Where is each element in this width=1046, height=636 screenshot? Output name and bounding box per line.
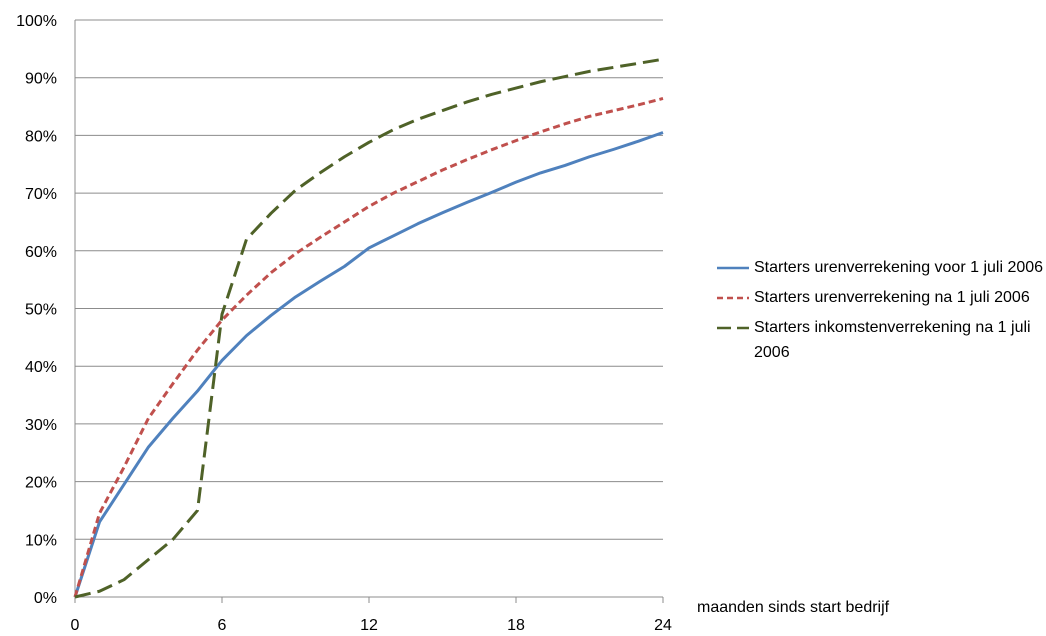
gridlines xyxy=(75,19,663,540)
tick-labels: 0% 10% 20% 30% 40% 50% 60% 70% 80% 90% 100% 0 6 12 18 2… xyxy=(16,13,672,634)
y-tick-label: 100% xyxy=(16,13,57,30)
x-tick-label: 6 xyxy=(218,617,227,634)
legend-label-series-3: Starters inkomstenverrekening na 1 juli … xyxy=(754,319,1031,361)
y-tick-label: 0% xyxy=(34,590,57,607)
y-tick-label: 30% xyxy=(25,417,57,434)
series-line-1 xyxy=(73,131,664,598)
y-tick-label: 70% xyxy=(25,186,57,203)
series-line-3 xyxy=(74,57,664,599)
legend: Starters urenverrekening voor 1 juli 200… xyxy=(716,255,1046,370)
y-tick-label: 40% xyxy=(25,359,57,376)
x-tick-label: 12 xyxy=(360,617,378,634)
legend-swatch-series-1 xyxy=(717,266,749,270)
y-tick-label: 50% xyxy=(25,302,57,319)
legend-label-series-1: Starters urenverrekening voor 1 juli 200… xyxy=(754,259,1044,276)
y-tick-label: 10% xyxy=(25,532,57,549)
y-tick-label: 20% xyxy=(25,475,57,492)
legend-item-series-2: Starters urenverrekening na 1 juli 2006 xyxy=(716,285,1046,310)
x-tick-label: 0 xyxy=(71,617,80,634)
series-line-2 xyxy=(73,97,664,598)
x-tick-label: 18 xyxy=(507,617,525,634)
x-tick-label: 24 xyxy=(654,617,672,634)
axes xyxy=(74,20,664,603)
y-tick-label: 90% xyxy=(25,71,57,88)
x-axis-label: maanden sinds start bedrijf xyxy=(697,599,890,616)
legend-item-series-3: Starters inkomstenverrekening na 1 juli … xyxy=(716,315,1046,365)
series-lines xyxy=(73,57,664,599)
legend-label-series-2: Starters urenverrekening na 1 juli 2006 xyxy=(754,289,1030,306)
y-tick-label: 80% xyxy=(25,128,57,145)
legend-swatch-series-2 xyxy=(717,296,749,300)
y-tick-label: 60% xyxy=(25,244,57,261)
legend-swatch-series-3 xyxy=(717,326,749,330)
legend-item-series-1: Starters urenverrekening voor 1 juli 200… xyxy=(716,255,1046,280)
